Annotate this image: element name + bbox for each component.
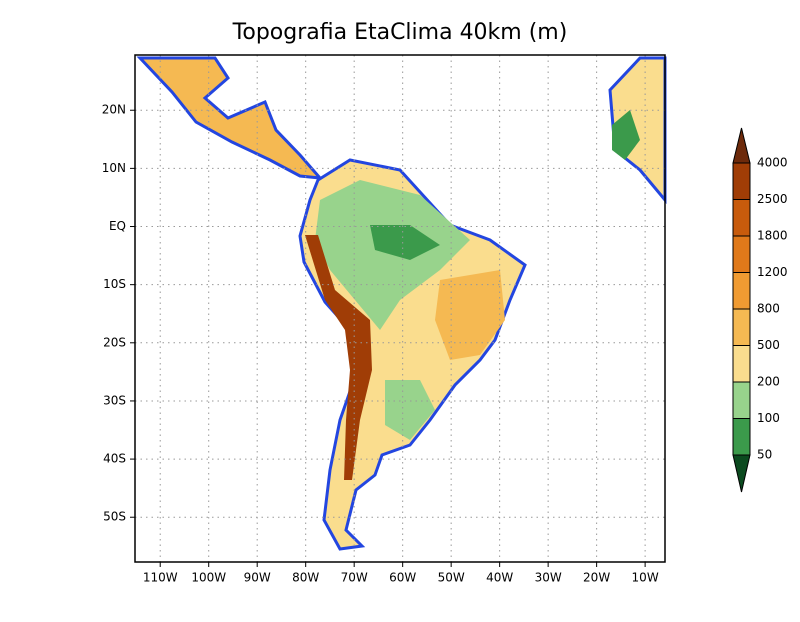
y-tick-label: 30S [103, 393, 126, 407]
map-frame [134, 54, 666, 563]
colorbar-label: 50 [757, 448, 772, 462]
y-tick-label: 50S [103, 510, 126, 524]
y-tick-label: 10N [102, 161, 126, 175]
y-tick-label: 10S [103, 277, 126, 291]
axes: 110W 100W 90W 80W 70W 60W 50W 40W 30W 20W 10W 20N 10… [102, 55, 665, 585]
colorbar-box [732, 199, 751, 237]
colorbar-box [732, 418, 751, 456]
map-title: Topografia EtaClima 40km (m) [232, 20, 568, 45]
colorbar-box [732, 272, 751, 310]
x-tick-label: 90W [244, 571, 271, 585]
africa-west-coast [612, 110, 640, 160]
colorbar-label: 2500 [757, 192, 788, 206]
colorbar-label: 200 [757, 375, 780, 389]
y-tick-label: EQ [109, 219, 126, 233]
x-tick-label: 50W [438, 571, 465, 585]
y-tick-label: 20S [103, 335, 126, 349]
colorbar-label: 1800 [757, 229, 788, 243]
x-tick-label: 100W [191, 571, 226, 585]
x-tick-label: 110W [143, 571, 178, 585]
colorbar-label: 100 [757, 411, 780, 425]
x-tick-label: 80W [292, 571, 319, 585]
y-tick-label: 40S [103, 452, 126, 466]
x-tick-label: 30W [535, 571, 562, 585]
colorbar-over [732, 127, 751, 164]
colorbar-box [732, 308, 751, 346]
colorbar-box [732, 381, 751, 419]
amazon-core [370, 225, 440, 260]
colorbar-label: 800 [757, 302, 780, 316]
andes [305, 235, 372, 480]
brazil-highlands [435, 270, 505, 360]
central-america [136, 56, 324, 180]
x-tick-label: 60W [389, 571, 416, 585]
colorbar-box [732, 345, 751, 383]
colorbar-label: 1200 [757, 265, 788, 279]
pampas [385, 380, 435, 440]
colorbar: 50 100 200 500 800 1200 1800 2500 4000 [732, 127, 788, 493]
colorbar-label: 500 [757, 338, 780, 352]
x-tick-label: 20W [583, 571, 610, 585]
colorbar-box [732, 162, 751, 200]
colorbar-under [732, 454, 751, 493]
y-tick-label: 20N [102, 103, 126, 117]
colorbar-label: 4000 [757, 156, 788, 170]
x-tick-label: 40W [486, 571, 513, 585]
colorbar-box [732, 235, 751, 273]
x-tick-label: 70W [341, 571, 368, 585]
x-tick-label: 10W [632, 571, 659, 585]
